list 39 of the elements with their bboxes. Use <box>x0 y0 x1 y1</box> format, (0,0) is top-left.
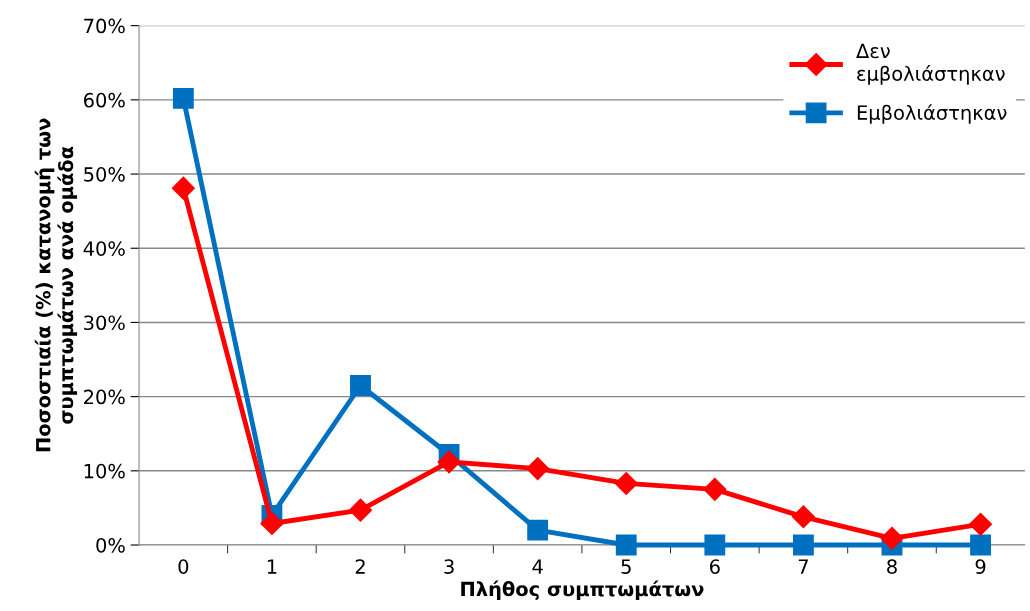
x-tick-label: 9 <box>975 559 986 574</box>
point <box>350 375 371 396</box>
point <box>260 511 284 535</box>
y-axis-title: Ποσοστιαία (%) κατανομή των συμπτωμάτων ανά ομάδα <box>34 118 78 452</box>
point <box>526 457 550 481</box>
point <box>172 87 194 109</box>
point <box>704 534 726 556</box>
x-tick-label: 4 <box>532 559 543 574</box>
point <box>437 450 461 474</box>
point <box>349 498 372 522</box>
y-tick-label: 40% <box>83 241 125 256</box>
y-tick-label: 10% <box>84 463 125 479</box>
y-tick-label: 0% <box>96 537 125 553</box>
y-tick-label: 50% <box>84 167 125 182</box>
x-tick-label: 0 <box>178 559 189 574</box>
x-tick-label: 2 <box>355 559 365 574</box>
point <box>880 526 904 550</box>
x-tick-label: 1 <box>267 559 277 574</box>
x-tick-label: 7 <box>798 559 808 574</box>
x-axis-title: Πλήθος συμπτωμάτων <box>461 580 704 601</box>
y-tick-label: 60% <box>84 92 125 108</box>
point <box>703 477 727 501</box>
y-tick-label: 20% <box>84 389 125 405</box>
x-tick-label: 5 <box>621 559 631 574</box>
point <box>792 534 814 556</box>
point <box>614 471 638 495</box>
point <box>171 176 195 200</box>
x-tick-label: 3 <box>444 559 454 574</box>
point <box>527 519 549 541</box>
point <box>791 505 815 529</box>
legend-label: Εμβολιάστηκαν <box>857 104 1007 124</box>
point <box>615 534 637 556</box>
point <box>970 534 991 556</box>
point <box>969 512 993 536</box>
y-tick-label: 70% <box>84 18 125 34</box>
y-tick-label: 30% <box>84 315 125 331</box>
x-tick-label: 6 <box>709 559 720 574</box>
x-tick-label: 8 <box>887 559 897 574</box>
legend-label: Δεν εμβολιάστηκαν <box>856 43 1005 85</box>
